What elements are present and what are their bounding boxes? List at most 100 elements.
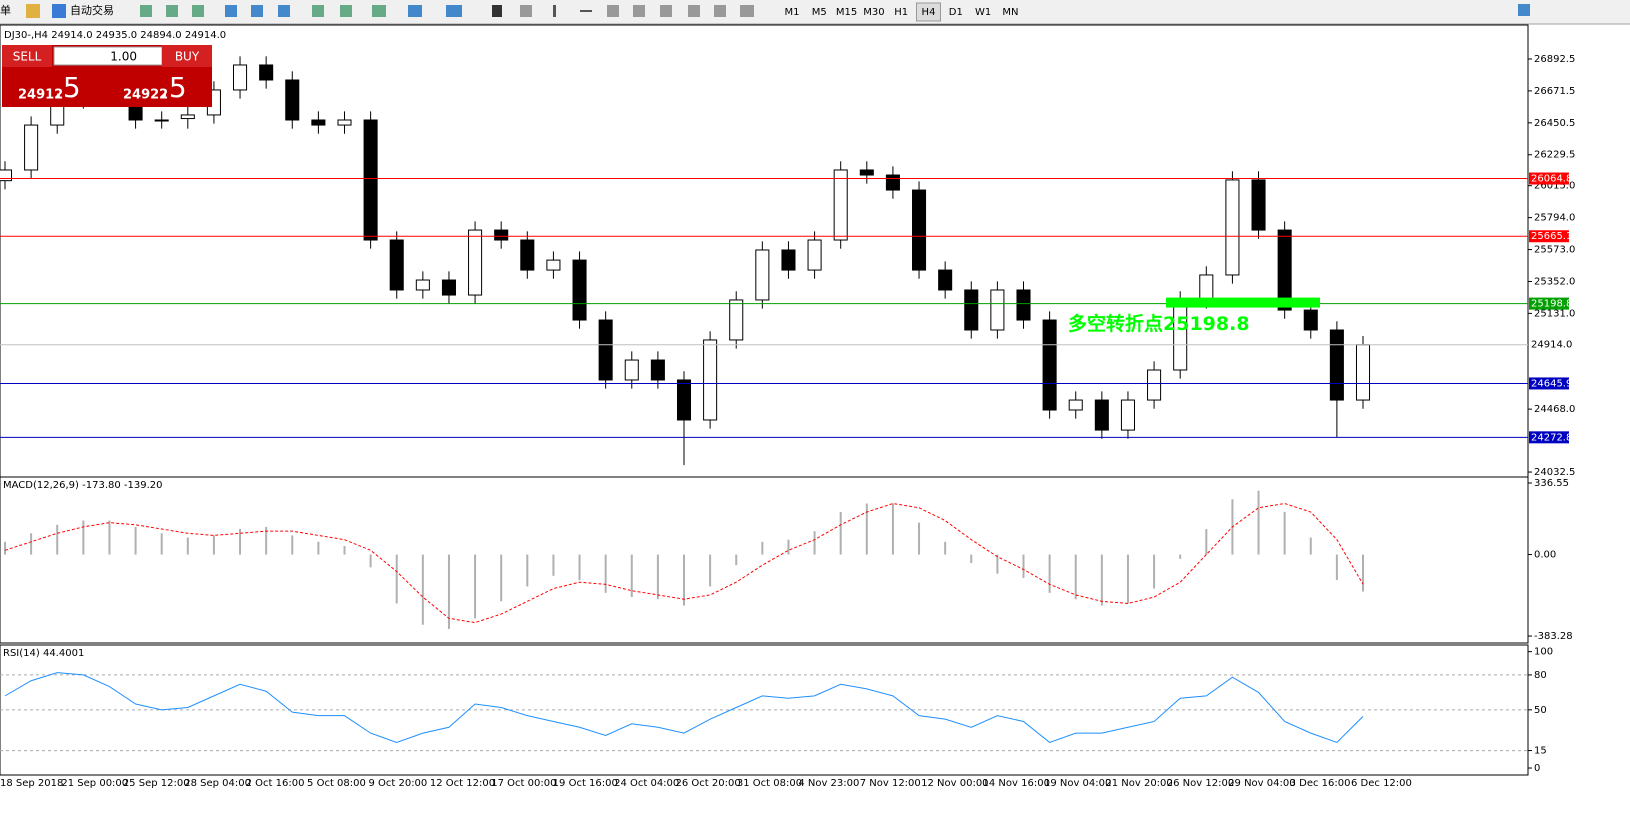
macd-bar xyxy=(552,554,555,576)
macd-bar xyxy=(108,520,111,555)
icon[interactable] xyxy=(520,5,532,17)
level-tag xyxy=(1529,338,1569,351)
timeframe-button[interactable]: M5 xyxy=(812,7,827,18)
buy-button[interactable] xyxy=(162,45,212,67)
macd-bar xyxy=(787,539,790,555)
candle-body xyxy=(1355,344,1371,401)
bid-price[interactable]: 24912 xyxy=(18,88,63,103)
icon[interactable] xyxy=(340,5,352,17)
icon[interactable] xyxy=(580,10,592,12)
macd-bar xyxy=(996,554,999,574)
icon[interactable] xyxy=(140,5,152,17)
candle-body xyxy=(546,259,561,271)
timeframe-button[interactable]: M30 xyxy=(863,7,884,18)
x-tick-label: 17 Oct 00:00 xyxy=(491,778,556,789)
timeframe-button[interactable]: M1 xyxy=(785,7,800,18)
icon[interactable] xyxy=(446,5,462,17)
icon[interactable] xyxy=(372,5,386,17)
icon[interactable] xyxy=(688,5,700,17)
sell-button[interactable] xyxy=(2,45,52,67)
macd-bar xyxy=(735,554,738,566)
icon[interactable] xyxy=(166,5,178,17)
candle-body xyxy=(1016,289,1031,321)
y-tick-label: 0 xyxy=(1534,763,1540,774)
search-icon[interactable] xyxy=(1518,4,1530,16)
candle-body xyxy=(912,189,927,271)
level-label: 24914.0 xyxy=(1531,340,1572,351)
candle-body xyxy=(1251,179,1266,231)
macd-panel xyxy=(0,476,1529,644)
x-tick-label: 26 Oct 20:00 xyxy=(676,778,741,789)
icon[interactable] xyxy=(553,5,556,17)
lots-input[interactable] xyxy=(53,46,163,66)
auto-trading-button[interactable]: 自动交易 xyxy=(70,3,114,17)
icon[interactable] xyxy=(278,5,290,17)
candle-body xyxy=(572,259,587,321)
macd-bar xyxy=(4,541,6,555)
bid-pips[interactable]: .5 xyxy=(54,71,81,104)
y-tick-label: 25794.0 xyxy=(1534,213,1575,224)
icon[interactable] xyxy=(408,5,422,17)
icon[interactable] xyxy=(714,5,726,17)
icon[interactable] xyxy=(312,5,324,17)
macd-bar xyxy=(1153,554,1156,589)
rsi-line xyxy=(4,672,1364,743)
buy-label[interactable]: BUY xyxy=(175,50,200,64)
macd-bar xyxy=(1283,512,1286,555)
x-tick-label: 7 Nov 12:00 xyxy=(860,778,921,789)
ask-price[interactable]: 24922 xyxy=(123,88,168,103)
candle-body xyxy=(1120,399,1135,431)
macd-bar xyxy=(709,554,712,587)
y-tick-label: 25131.0 xyxy=(1534,308,1575,319)
timeframe-button[interactable]: MN xyxy=(1002,7,1018,18)
menu-fragment[interactable]: 单 xyxy=(0,4,11,17)
candle-body xyxy=(259,64,274,81)
candle-body xyxy=(781,249,796,271)
macd-bar xyxy=(395,554,398,604)
sell-label[interactable]: SELL xyxy=(13,50,42,64)
macd-bar xyxy=(160,533,163,555)
x-tick-label: 19 Oct 16:00 xyxy=(553,778,618,789)
candle-body xyxy=(494,229,509,241)
macd-bar xyxy=(1022,554,1025,578)
icon[interactable] xyxy=(660,5,672,17)
icon[interactable] xyxy=(251,5,263,17)
lots-value[interactable]: 1.00 xyxy=(110,50,137,64)
candle-body xyxy=(729,299,744,341)
candle-body xyxy=(990,289,1005,331)
candle-body xyxy=(311,119,326,126)
candle-body xyxy=(389,239,404,291)
icon[interactable] xyxy=(26,4,40,18)
icon[interactable] xyxy=(192,5,204,17)
timeframe-button[interactable]: H4 xyxy=(922,7,936,18)
timeframe-button[interactable]: W1 xyxy=(975,7,991,18)
icon[interactable] xyxy=(492,5,502,17)
macd-bar xyxy=(500,554,503,602)
turning-point-bar xyxy=(1166,297,1320,308)
x-tick-label: 31 Oct 08:00 xyxy=(737,778,802,789)
macd-bar xyxy=(343,546,346,555)
icon[interactable] xyxy=(52,4,66,18)
icon[interactable] xyxy=(633,5,645,17)
y-tick-label: 26015.0 xyxy=(1534,181,1575,192)
macd-bar xyxy=(891,503,894,555)
icon[interactable] xyxy=(740,5,754,17)
macd-bar xyxy=(474,554,477,619)
trade-panel: SELL 1.00 BUY 24912 .5 24922 .5 xyxy=(2,45,212,107)
candle-body xyxy=(1277,229,1292,311)
timeframe-button[interactable]: D1 xyxy=(949,7,963,18)
timeframe-button[interactable]: H1 xyxy=(894,7,908,18)
macd-bar xyxy=(944,541,947,555)
x-tick-label: 18 Sep 2018 xyxy=(0,778,63,789)
icon[interactable] xyxy=(607,5,619,17)
y-tick-label: 0.00 xyxy=(1534,550,1556,561)
macd-bar xyxy=(56,524,59,555)
ask-pips[interactable]: .5 xyxy=(160,71,187,104)
y-tick-label: 24032.5 xyxy=(1534,467,1575,478)
timeframe-button[interactable]: M15 xyxy=(836,7,857,18)
x-tick-label: 28 Sep 04:00 xyxy=(184,778,251,789)
candle-body xyxy=(233,64,248,91)
icon[interactable] xyxy=(225,5,237,17)
